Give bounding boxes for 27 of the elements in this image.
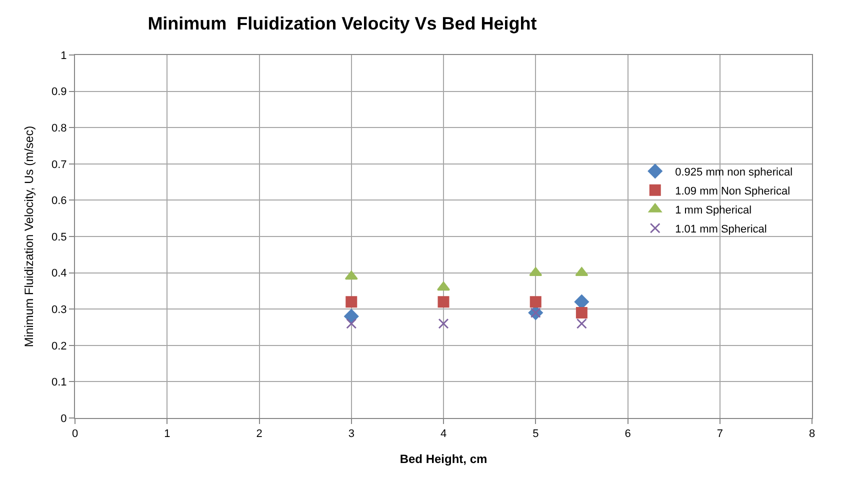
x-tick-label: 2 (256, 428, 262, 440)
x-tick-label: 6 (624, 428, 631, 440)
y-tick-label: 0.1 (52, 376, 67, 389)
legend-label: 0.925 mm non spherical (675, 166, 793, 178)
chart-title: Minimum Fluidization Velocity Vs Bed Height (148, 13, 537, 34)
x-axis-title: Bed Height, cm (400, 452, 488, 466)
x-tick-label: 1 (164, 428, 170, 440)
y-tick-label: 0.3 (52, 304, 67, 316)
x-tick-label: 7 (716, 428, 723, 440)
y-tick-label: 1 (60, 50, 67, 62)
y-tick-label: 0.2 (52, 340, 67, 352)
y-tick-label: 0.9 (52, 86, 67, 98)
y-tick-label: 0 (60, 412, 67, 425)
y-tick-label: 0.4 (52, 268, 67, 280)
legend-label: 1.01 mm Spherical (675, 223, 767, 236)
y-tick-label: 0.7 (52, 158, 67, 171)
y-axis-title: Minimum Fluidization Velocity, Us (m/sec) (22, 126, 36, 348)
x-tick-label: 4 (440, 428, 447, 440)
x-tick-label: 3 (348, 428, 354, 440)
y-tick-label: 0.5 (52, 231, 67, 244)
x-tick-label: 5 (532, 428, 539, 440)
x-tick-label: 0 (72, 428, 78, 440)
y-tick-label: 0.8 (52, 122, 67, 134)
legend-label: 1.09 mm Non Spherical (675, 185, 790, 198)
x-tick-label: 8 (808, 428, 816, 440)
y-tick-label: 0.6 (52, 195, 67, 208)
legend-label: 1 mm Spherical (675, 204, 752, 216)
